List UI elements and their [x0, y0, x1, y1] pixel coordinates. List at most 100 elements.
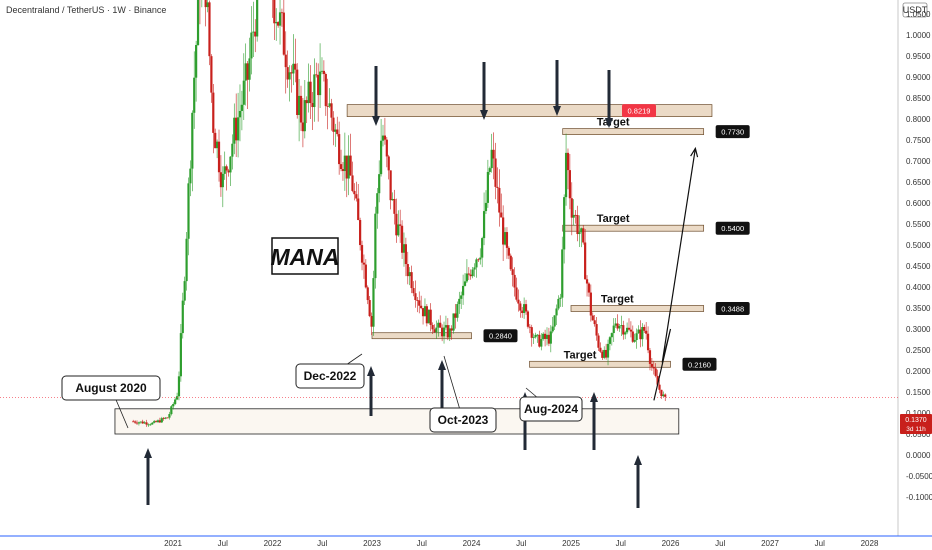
time-tick-label: Jul: [417, 539, 427, 548]
time-axis-ticks: 2021 Jul 2022 Jul 2023 Jul 2024 Jul 2025 Jul 2026 J…: [164, 539, 879, 548]
candle-body: [366, 287, 369, 301]
candle-body: [479, 257, 482, 260]
candle-body: [606, 343, 610, 358]
candle-body: [252, 31, 255, 33]
callout-box: [429, 407, 497, 433]
candle-body: [517, 299, 520, 304]
candle-body: [298, 95, 301, 116]
time-tick-label: Jul: [616, 539, 626, 548]
candle-body: [433, 329, 436, 333]
candle-body: [618, 326, 621, 329]
candle-body: [164, 417, 167, 419]
candle-body: [196, 0, 200, 46]
candle-body: [446, 325, 449, 338]
candle-body: [505, 232, 509, 248]
candle-body: [400, 225, 404, 253]
swing-arrow: [438, 360, 446, 416]
candle-body: [244, 63, 247, 81]
candle-body: [631, 331, 634, 342]
price-tick-label: 0.8500: [906, 94, 931, 103]
price-tick-label: 0.0000: [906, 451, 931, 460]
candle-body: [334, 129, 337, 132]
candle-body: [311, 103, 314, 108]
candle-body: [160, 418, 163, 423]
candle-body: [187, 183, 190, 239]
candle-body: [374, 213, 377, 279]
zones-layer: 0.8219Target0.7730Target0.5400Target0.34…: [346, 104, 750, 371]
zone-price-badge: [622, 104, 656, 118]
candle-body: [217, 141, 221, 173]
candle-body: [637, 329, 640, 334]
candle-body: [582, 228, 585, 243]
price-zone: [346, 104, 713, 117]
time-tick-label: Jul: [516, 539, 526, 548]
candle-body: [370, 315, 373, 327]
candle-body: [185, 238, 188, 282]
candle-body: [521, 310, 524, 314]
candle-body: [357, 198, 360, 221]
candle-body: [654, 368, 657, 376]
candle-body: [498, 187, 501, 213]
callout-label: Dec-2022: [304, 369, 357, 383]
candle-body: [402, 244, 406, 253]
candle-body: [399, 224, 402, 226]
candle-body: [576, 215, 579, 235]
price-tick-label: 0.1500: [906, 388, 931, 397]
price-tick-label: 0.3000: [906, 325, 931, 334]
candle-body: [317, 74, 320, 96]
candle-body: [156, 420, 160, 423]
callout-box: [519, 396, 583, 422]
candle-body: [509, 255, 512, 270]
candle-body: [587, 283, 591, 293]
candle-body: [307, 81, 310, 104]
candle-body: [412, 288, 415, 294]
price-tick-label: 1.0500: [906, 10, 931, 19]
candle-body: [444, 325, 448, 328]
candle-body: [345, 155, 348, 179]
candle-body: [656, 375, 659, 385]
candle-body: [643, 326, 646, 331]
time-tick-label: 2022: [264, 539, 282, 548]
candle-body: [568, 170, 571, 199]
candle-body: [280, 12, 284, 14]
candle-body: [570, 198, 573, 218]
candle-body: [181, 300, 184, 334]
candle-body: [469, 274, 472, 277]
candle-body: [135, 422, 139, 424]
currency-badge[interactable]: [902, 2, 928, 18]
candle-body: [648, 350, 652, 364]
zone-price-badge: [715, 125, 750, 139]
current-price-countdown: 3d 11h: [906, 426, 926, 433]
candle-body: [214, 132, 217, 149]
candle-body: [486, 171, 489, 203]
candle-body: [408, 272, 411, 277]
candle-body: [277, 22, 280, 26]
candle-body: [660, 389, 663, 397]
candle-body: [538, 334, 541, 347]
candle-body: [175, 396, 179, 400]
candle-body: [488, 168, 491, 172]
candle-body: [347, 155, 350, 179]
candle-body: [595, 324, 598, 336]
candle-body: [376, 193, 379, 214]
candle-body: [275, 22, 278, 24]
candles-layer: [0, 0, 898, 427]
zone-price-badge: [715, 302, 750, 316]
candle-body: [195, 45, 198, 78]
candle-body: [240, 104, 243, 111]
candle-body: [410, 272, 413, 289]
candle-body: [561, 249, 564, 298]
candle-body: [622, 325, 625, 335]
candle-body: [534, 334, 537, 338]
candle-body: [179, 333, 182, 377]
projection-layer: [653, 146, 699, 401]
candle-body: [461, 285, 465, 296]
candle-body: [593, 320, 596, 325]
candle-body: [437, 322, 440, 328]
candle-body: [608, 337, 612, 344]
candle-body: [378, 174, 381, 194]
zone-price-value: 0.3488: [721, 305, 744, 314]
candle-body: [599, 347, 602, 352]
price-tick-label: 0.5500: [906, 220, 931, 229]
candle-body: [227, 170, 230, 173]
